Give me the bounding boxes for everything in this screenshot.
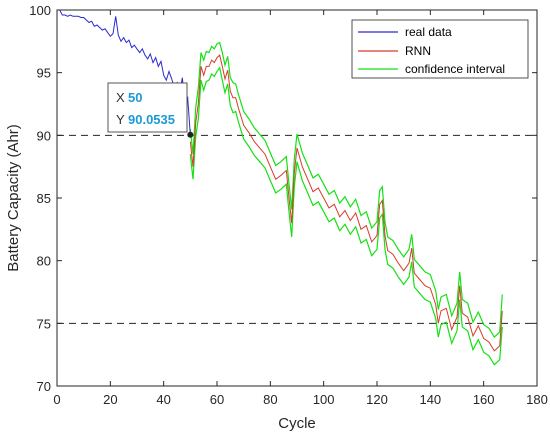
x-tick-label: 120 bbox=[366, 392, 388, 407]
y-tick-label: 80 bbox=[37, 254, 51, 269]
y-tick-label: 100 bbox=[29, 3, 51, 18]
datatip-y-value: 90.0535 bbox=[128, 112, 175, 127]
y-tick-label: 70 bbox=[37, 379, 51, 394]
datatip-marker[interactable] bbox=[187, 131, 194, 138]
x-tick-label: 80 bbox=[263, 392, 277, 407]
y-axis-label: Battery Capacity (Ahr) bbox=[5, 124, 22, 272]
legend[interactable]: real data RNN confidence interval bbox=[351, 19, 529, 79]
datatip-x-value: 50 bbox=[128, 90, 142, 105]
x-tick-label: 20 bbox=[103, 392, 117, 407]
y-tick-label: 75 bbox=[37, 316, 51, 331]
x-tick-label: 60 bbox=[210, 392, 224, 407]
y-tick-label: 95 bbox=[37, 66, 51, 81]
x-axis-ticks: 0 20 40 60 80 100 120 140 160 180 bbox=[53, 10, 548, 407]
x-tick-label: 180 bbox=[526, 392, 548, 407]
series-real-data bbox=[59, 9, 191, 135]
x-tick-label: 140 bbox=[419, 392, 441, 407]
series-confidence-lower bbox=[189, 66, 503, 366]
legend-label-rnn: RNN bbox=[405, 44, 431, 58]
datatip-y-key: Y bbox=[116, 112, 125, 127]
datatip-x-key: X bbox=[116, 90, 125, 105]
y-tick-label: 85 bbox=[37, 191, 51, 206]
y-axis-ticks: 70 75 80 85 90 95 100 bbox=[29, 3, 537, 394]
x-axis-label: Cycle bbox=[278, 415, 316, 432]
series-confidence-upper bbox=[189, 41, 503, 339]
series-rnn bbox=[189, 54, 503, 352]
legend-label-real-data: real data bbox=[405, 25, 452, 39]
datatip[interactable]: X 50 Y 90.0535 bbox=[107, 82, 194, 138]
legend-box bbox=[351, 19, 529, 79]
datatip-box bbox=[107, 82, 188, 133]
x-tick-label: 160 bbox=[473, 392, 495, 407]
x-tick-label: 0 bbox=[53, 392, 60, 407]
x-tick-label: 40 bbox=[156, 392, 170, 407]
y-tick-label: 90 bbox=[37, 128, 51, 143]
series-layer bbox=[59, 9, 503, 366]
x-tick-label: 100 bbox=[313, 392, 335, 407]
legend-label-confidence-interval: confidence interval bbox=[405, 62, 505, 76]
